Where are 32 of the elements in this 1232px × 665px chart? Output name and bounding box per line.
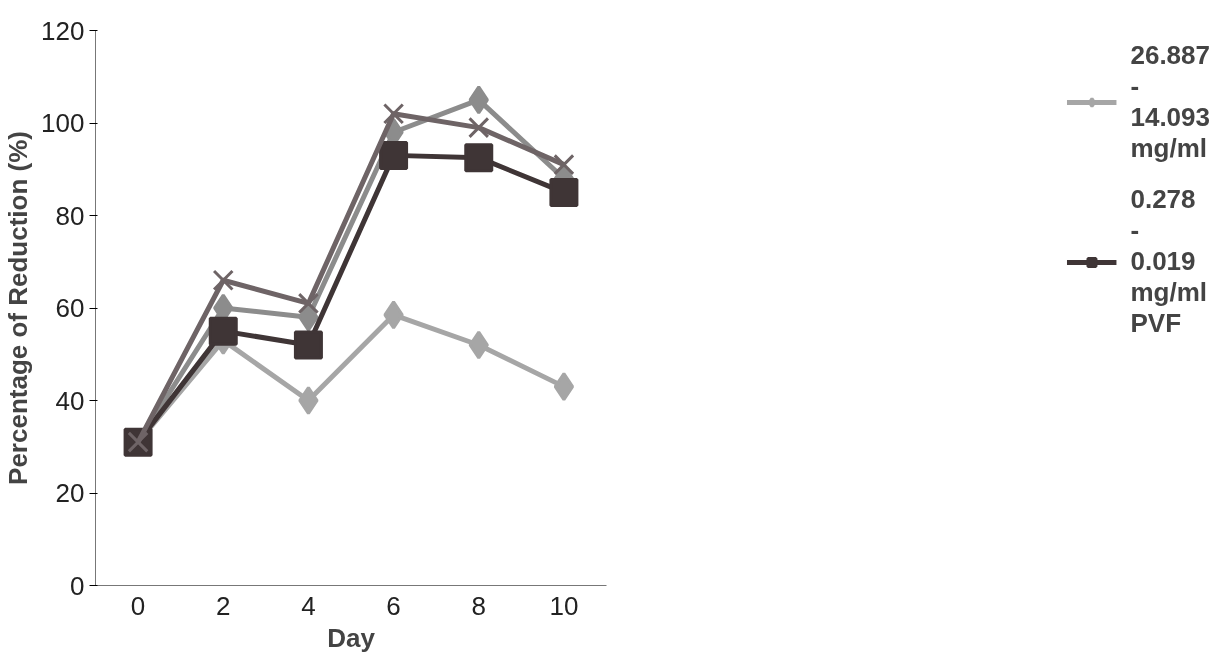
- y-tick-label: 60: [55, 293, 85, 323]
- y-axis-title: Percentage of Reduction (%): [3, 131, 34, 485]
- point: [549, 177, 579, 207]
- point: [464, 143, 494, 173]
- point: [383, 300, 404, 330]
- point: [468, 85, 489, 115]
- y-tick-label: 120: [41, 15, 85, 46]
- x-tick-label: 0: [130, 590, 146, 621]
- y-tick-label: 20: [55, 478, 85, 508]
- x-tick-label: 2: [216, 590, 231, 621]
- point: [553, 153, 575, 176]
- x-tick-label: 6: [386, 590, 401, 621]
- y-tick-label: 80: [55, 200, 85, 231]
- y-tick-label: 40: [55, 385, 85, 416]
- legend-label: 0.278 - 0.019 mg/ml PVF: [1130, 184, 1208, 339]
- point: [382, 103, 405, 125]
- x-tick-label: 8: [471, 590, 486, 621]
- point: [468, 116, 490, 139]
- point: [212, 269, 234, 291]
- point: [379, 140, 409, 170]
- point: [297, 292, 320, 315]
- point: [468, 330, 489, 360]
- legend-label: 26.887 - 14.093 mg/ml: [1130, 40, 1210, 164]
- point: [298, 386, 319, 415]
- point: [208, 316, 238, 346]
- y-tick-label: 100: [41, 108, 85, 138]
- x-tick-label: 10: [549, 590, 579, 621]
- x-axis-title: Day: [327, 622, 376, 653]
- x-tick-label: 4: [301, 590, 316, 621]
- point: [553, 372, 575, 402]
- y-tick-label: 0: [70, 570, 85, 601]
- point: [293, 330, 323, 360]
